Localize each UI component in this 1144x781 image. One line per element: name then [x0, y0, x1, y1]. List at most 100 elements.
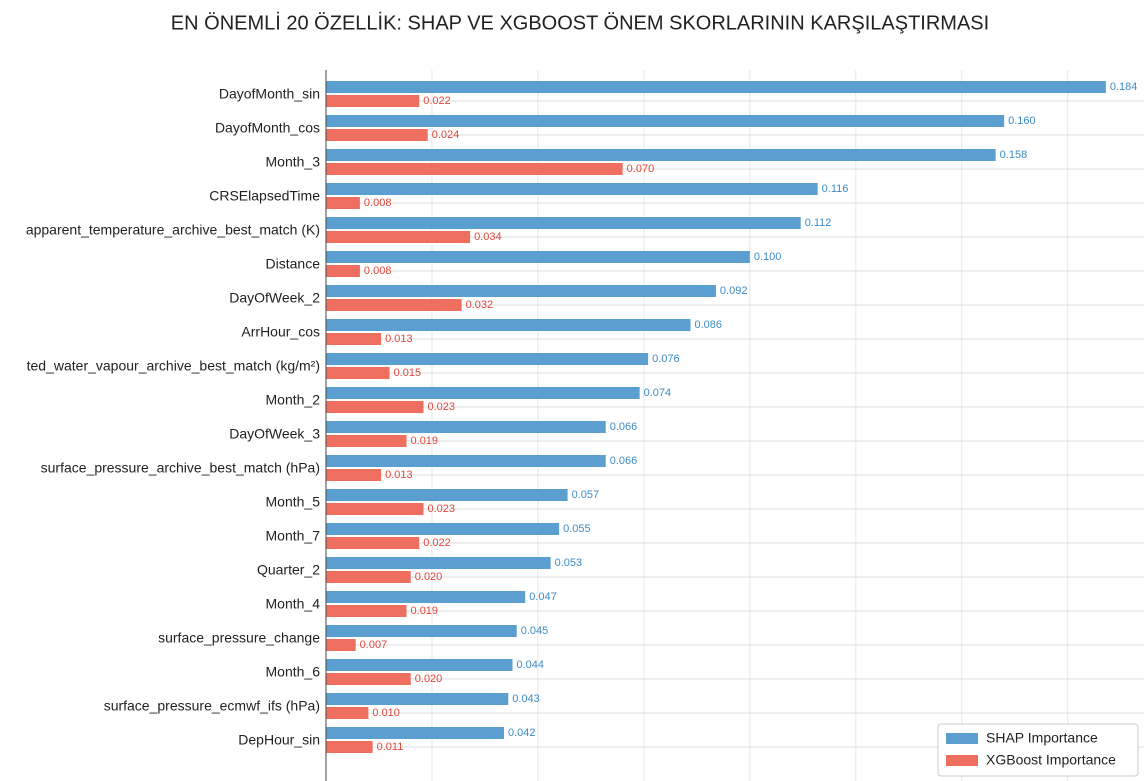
bar [326, 387, 640, 399]
legend-swatch [946, 755, 978, 766]
bar [326, 625, 517, 637]
legend-label: SHAP Importance [986, 730, 1098, 746]
bar [326, 557, 551, 569]
value-label: 0.011 [377, 741, 404, 753]
value-label: 0.086 [694, 319, 722, 331]
bar [326, 455, 606, 467]
value-label: 0.034 [474, 231, 502, 243]
y-tick-label: Month_2 [266, 392, 321, 408]
chart-title: EN ÖNEMLİ 20 ÖZELLİK: SHAP VE XGBOOST ÖN… [171, 11, 989, 34]
y-tick-label: DayOfWeek_3 [229, 426, 320, 442]
bar [326, 523, 560, 535]
legend-swatch [946, 733, 978, 744]
value-label: 0.070 [627, 163, 655, 175]
y-tick-label: Quarter_2 [257, 562, 320, 578]
value-label: 0.116 [822, 183, 849, 195]
bar [326, 489, 568, 501]
bar [326, 693, 509, 705]
value-label: 0.007 [360, 639, 388, 651]
bar [326, 285, 716, 297]
bar [326, 673, 411, 685]
value-label: 0.158 [1000, 149, 1028, 161]
value-label: 0.100 [754, 251, 782, 263]
bar [326, 197, 360, 209]
value-label: 0.044 [516, 659, 544, 671]
y-tick-label: DayOfWeek_2 [229, 290, 320, 306]
y-tick-label: DepHour_sin [238, 732, 320, 748]
y-tick-label: DayofMonth_sin [219, 86, 320, 102]
y-tick-label: Month_7 [266, 528, 321, 544]
y-tick-label: Month_6 [266, 664, 321, 680]
bar [326, 503, 424, 515]
value-label: 0.184 [1110, 81, 1138, 93]
bar [326, 741, 373, 753]
bar [326, 163, 623, 175]
value-label: 0.024 [432, 129, 460, 141]
value-label: 0.043 [512, 693, 540, 705]
bar [326, 353, 649, 365]
bar [326, 149, 996, 161]
value-label: 0.055 [563, 523, 591, 535]
value-label: 0.042 [508, 727, 536, 739]
bar [326, 231, 471, 243]
value-label: 0.020 [415, 571, 443, 583]
value-label: 0.092 [720, 285, 748, 297]
y-tick-label: Month_3 [266, 154, 321, 170]
bar [326, 265, 360, 277]
bar [326, 217, 801, 229]
y-tick-label: apparent_temperature_archive_best_match … [26, 222, 320, 238]
value-label: 0.022 [423, 537, 451, 549]
bar [326, 727, 505, 739]
value-label: 0.045 [521, 625, 549, 637]
value-label: 0.160 [1008, 115, 1036, 127]
y-tick-label: surface_pressure_archive_best_match (hPa… [41, 460, 320, 476]
value-label: 0.020 [415, 673, 443, 685]
value-label: 0.023 [427, 503, 455, 515]
bar [326, 707, 369, 719]
value-label: 0.008 [364, 265, 392, 277]
value-label: 0.023 [427, 401, 455, 413]
bar [326, 659, 513, 671]
bar [326, 183, 818, 195]
y-tick-label: Distance [266, 256, 321, 272]
value-label: 0.022 [423, 95, 451, 107]
value-label: 0.013 [385, 333, 413, 345]
value-label: 0.019 [411, 435, 439, 447]
bar [326, 435, 407, 447]
legend-label: XGBoost Importance [986, 752, 1116, 768]
legend: SHAP Importance XGBoost Importance [937, 723, 1139, 777]
bar [326, 591, 526, 603]
y-tick-label: DayofMonth_cos [215, 120, 320, 136]
y-tick-label: ArrHour_cos [241, 324, 320, 340]
y-tick-label: Month_4 [266, 596, 321, 612]
bar [326, 605, 407, 617]
legend-box [937, 723, 1139, 777]
y-tick-label: CRSElapsedTime [209, 188, 320, 204]
value-label: 0.074 [644, 387, 672, 399]
bar [326, 81, 1106, 93]
value-label: 0.013 [385, 469, 413, 481]
bar [326, 251, 750, 263]
bar [326, 115, 1005, 127]
value-label: 0.032 [466, 299, 494, 311]
value-label: 0.076 [652, 353, 680, 365]
y-tick-label: surface_pressure_change [158, 630, 320, 646]
value-label: 0.066 [610, 421, 638, 433]
value-label: 0.015 [394, 367, 422, 379]
bar [326, 367, 390, 379]
value-label: 0.057 [572, 489, 600, 501]
bar [326, 319, 691, 331]
bar [326, 333, 382, 345]
value-label: 0.047 [529, 591, 557, 603]
bar [326, 537, 420, 549]
y-tick-label: ted_water_vapour_archive_best_match (kg/… [27, 358, 320, 374]
value-label: 0.066 [610, 455, 638, 467]
bar [326, 401, 424, 413]
bar [326, 129, 428, 141]
value-label: 0.010 [372, 707, 400, 719]
bar [326, 95, 420, 107]
bar [326, 299, 462, 311]
bar [326, 571, 411, 583]
value-label: 0.008 [364, 197, 392, 209]
